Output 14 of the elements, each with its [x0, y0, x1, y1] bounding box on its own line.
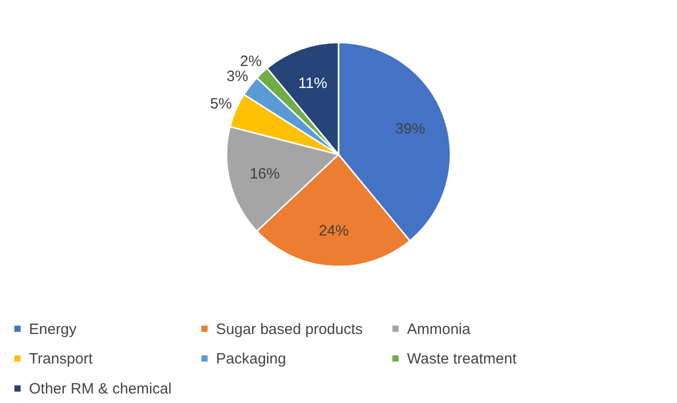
legend-label: Transport [29, 350, 94, 368]
data-label: 3% [226, 68, 248, 86]
legend-label: Energy [29, 320, 78, 338]
legend-label: Sugar based products [216, 320, 363, 338]
data-label: 2% [240, 53, 262, 70]
data-label: 11% [298, 74, 328, 92]
legend-label: Waste treatment [407, 350, 518, 368]
legend-label: Other RM & chemical [29, 380, 172, 398]
data-label: 16% [250, 165, 280, 182]
data-label: 24% [318, 222, 349, 240]
data-label: 39% [395, 120, 426, 138]
data-label: 5% [210, 96, 232, 113]
legend-label: Ammonia [407, 320, 472, 338]
legend-label: Packaging [216, 350, 286, 368]
